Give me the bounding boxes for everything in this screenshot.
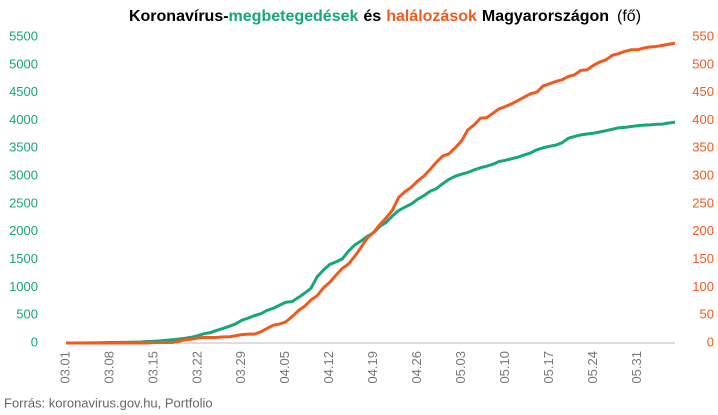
x-tick-label: 05.31 — [629, 351, 644, 384]
x-tick-label: 03.15 — [145, 351, 160, 384]
y2-tick-label: 500 — [692, 56, 714, 71]
y-tick-label: 1500 — [9, 251, 38, 266]
x-tick-label: 03.22 — [189, 351, 204, 384]
source: Forrás: koronavirus.gov.hu, Portfolio — [4, 395, 213, 410]
x-tick-label: 04.19 — [365, 351, 380, 384]
y-tick-label: 5000 — [9, 56, 38, 71]
y2-tick-label: 0 — [707, 334, 714, 349]
y2-tick-label: 200 — [692, 223, 714, 238]
series-line — [66, 41, 676, 345]
y2-tick-label: 450 — [692, 84, 714, 99]
x-tick-label: 03.29 — [233, 351, 248, 384]
y2-tick-label: 550 — [692, 28, 714, 43]
x-tick-label: 03.08 — [101, 351, 116, 384]
x-tick-label: 05.03 — [453, 351, 468, 384]
x-tick-label: 05.10 — [497, 351, 512, 384]
x-tick-label: 04.05 — [277, 351, 292, 384]
y2-tick-label: 350 — [692, 140, 714, 155]
title-part: Magyarországon — [482, 8, 609, 25]
y2-tick-label: 300 — [692, 168, 714, 183]
title-part: (fő) — [617, 8, 641, 25]
x-tick-label: 04.26 — [409, 351, 424, 384]
title-part: halálozások — [386, 8, 477, 25]
y-tick-label: 0 — [31, 334, 38, 349]
title-part: és — [363, 8, 381, 25]
y2-tick-label: 50 — [700, 307, 714, 322]
title-part: megbetegedések — [229, 8, 359, 25]
series-line — [66, 120, 676, 345]
y-tick-label: 3000 — [9, 168, 38, 183]
y-tick-label: 4500 — [9, 84, 38, 99]
x-tick-label: 04.12 — [321, 351, 336, 384]
x-tick-label: 05.17 — [541, 351, 556, 384]
y-tick-label: 2000 — [9, 223, 38, 238]
y2-tick-label: 100 — [692, 279, 714, 294]
y2-tick-label: 150 — [692, 251, 714, 266]
y-tick-label: 2500 — [9, 195, 38, 210]
x-tick-label: 03.01 — [57, 351, 72, 384]
y-tick-label: 1000 — [9, 279, 38, 294]
y-tick-label: 4000 — [9, 112, 38, 127]
y2-tick-label: 400 — [692, 112, 714, 127]
chart-title: Koronavírus-megbetegedések és halálozások M… — [129, 8, 641, 25]
y-tick-label: 3500 — [9, 140, 38, 155]
x-tick-label: 05.24 — [585, 351, 600, 384]
title-part: Koronavírus- — [129, 8, 229, 25]
y-tick-label: 5500 — [9, 28, 38, 43]
y2-tick-label: 250 — [692, 195, 714, 210]
y-tick-label: 500 — [16, 307, 38, 322]
